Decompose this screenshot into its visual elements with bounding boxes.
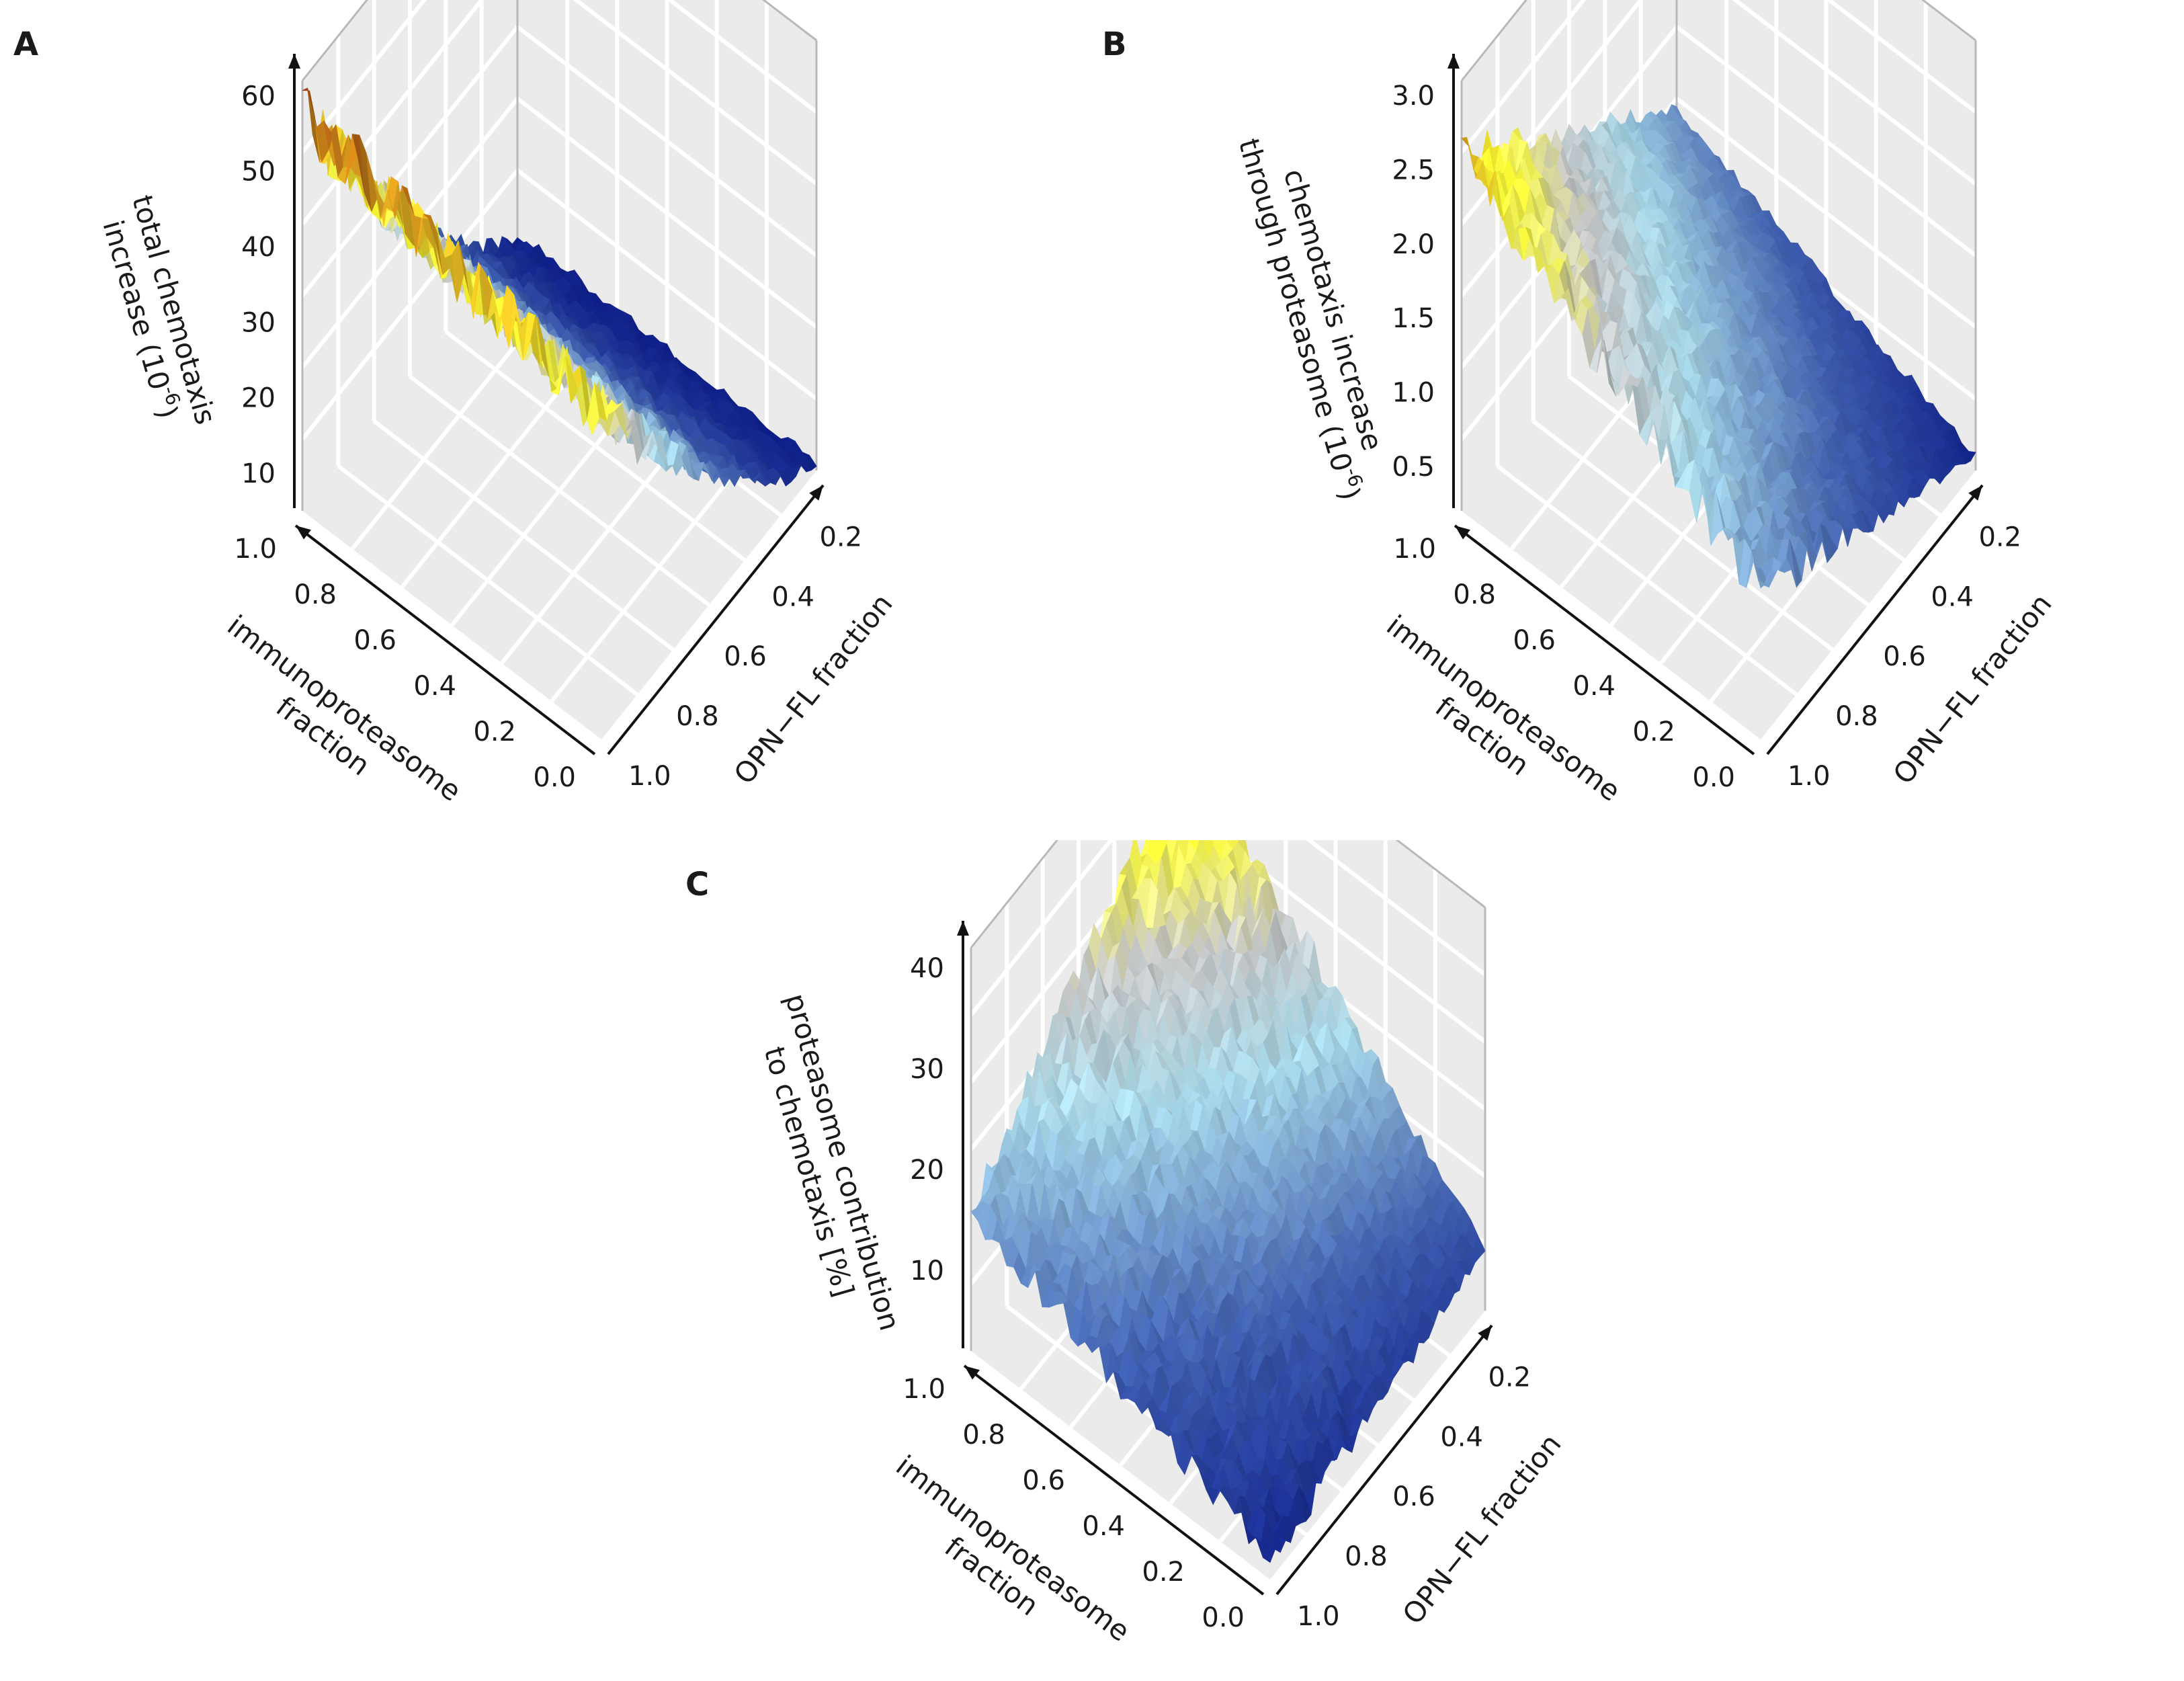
surface-facet	[1753, 561, 1767, 589]
z-tick-label: 50	[241, 157, 276, 188]
gridline	[666, 0, 818, 114]
y-axis-line	[1766, 484, 1984, 755]
z-tick-label: 3.0	[1392, 81, 1435, 112]
x-tick-label: 0.0	[1692, 762, 1735, 793]
x-tick-label: 0.2	[1632, 716, 1675, 747]
gridline	[573, 0, 818, 186]
x-tick-label: 1.0	[234, 534, 277, 565]
y-tick-label: 0.2	[819, 522, 862, 552]
x-tick-label: 0.0	[533, 762, 576, 793]
y-axis-title: OPN−FL fraction	[1886, 587, 2058, 790]
z-tick-label: 30	[241, 307, 276, 338]
z-axis-line-arrowhead	[1447, 54, 1460, 69]
x-axis-title: immunoproteasomefraction	[1359, 609, 1627, 835]
z-tick-label: 1.0	[1392, 377, 1435, 408]
x-tick-label: 1.0	[1393, 534, 1436, 565]
x-axis-line	[294, 524, 596, 755]
x-tick-label: 0.8	[294, 579, 337, 610]
x-tick-label: 0.6	[1513, 625, 1556, 656]
z-axis-title: total chemotaxisincrease (10-6)	[92, 192, 222, 438]
z-tick-label: 2.0	[1392, 229, 1435, 260]
x-axis-title: immunoproteasomefraction	[200, 609, 468, 835]
y-tick-label: 0.4	[771, 581, 814, 612]
x-tick-label: 0.4	[1572, 671, 1615, 702]
x-axis-line-arrowhead	[1455, 526, 1470, 540]
panel-c: 0.0 0.2 0.4 0.6 0.8 1.0 0.2 0.4 0.6 0.8 1.0 10 20 30 4…	[672, 840, 1747, 1681]
y-tick-label: 1.0	[1788, 761, 1831, 792]
gridline	[1825, 0, 1977, 114]
x-tick-label: 0.8	[1453, 579, 1496, 610]
panel-a: 0.0 0.2 0.4 0.6 0.8 1.0 0.2 0.4 0.6 0.8 1.0 10 20 30 4…	[0, 0, 1075, 840]
gridline	[969, 840, 1114, 1016]
pane-edge	[970, 840, 1058, 948]
surface	[970, 840, 1486, 1563]
z-tick-label: 0.5	[1392, 452, 1435, 483]
surface	[302, 87, 817, 487]
y-tick-label: 0.8	[1835, 701, 1878, 732]
y-tick-label: 0.6	[1883, 641, 1926, 672]
y-tick-label: 0.2	[1978, 522, 2021, 552]
plot-panes	[300, 0, 818, 739]
panel-b: 0.0 0.2 0.4 0.6 0.8 1.0 0.2 0.4 0.6 0.8 1.0 0.5 1.0 1…	[1089, 0, 2184, 840]
panel-label: A	[13, 26, 38, 63]
y-axis-title: OPN−FL fraction	[727, 587, 898, 790]
surface-plot-c: 0.00.20.40.60.81.0 0.20.40.60.81.01020304…	[685, 840, 1568, 1648]
pane-edge	[1460, 0, 1527, 81]
z-tick-label: 10	[241, 458, 276, 489]
z-tick-label: 20	[241, 383, 276, 414]
x-tick-label: 0.2	[473, 716, 516, 747]
x-axis-line	[1454, 524, 1755, 755]
z-tick-label: 2.5	[1392, 155, 1435, 186]
y-axis-line-arrowhead	[809, 485, 823, 501]
surface-plot-b: 0.00.20.40.60.81.0 0.20.40.60.81.00.51.01…	[1102, 0, 2058, 835]
y-tick-label: 1.0	[628, 761, 671, 792]
panel-label: B	[1102, 26, 1127, 63]
z-tick-label: 40	[241, 232, 276, 263]
gridline	[300, 0, 427, 154]
gridline	[1306, 840, 1486, 977]
y-tick-label: 0.8	[676, 701, 719, 732]
gridline	[1460, 0, 1587, 154]
y-tick-label: 0.4	[1931, 581, 1974, 612]
surface-facet	[594, 382, 607, 421]
pane-edge	[1921, 0, 1976, 42]
z-tick-label: 1.5	[1392, 303, 1435, 334]
x-tick-label: 0.4	[413, 671, 456, 702]
x-axis-line-arrowhead	[296, 526, 311, 540]
y-tick-label: 0.6	[724, 641, 767, 672]
surface	[1461, 104, 1976, 589]
z-axis-title: chemotaxis increasethrough proteasome (1…	[1232, 125, 1401, 503]
z-axis-line-arrowhead	[288, 54, 300, 69]
x-tick-label: 0.6	[353, 625, 396, 656]
z-tick-label: 60	[241, 81, 276, 112]
pane-edge	[761, 0, 817, 42]
pane-edge	[1395, 840, 1486, 909]
y-axis-line	[607, 484, 825, 755]
surface-plot-a: 0.00.20.40.60.81.0 0.20.40.60.81.01020304…	[13, 0, 899, 835]
pane-edge	[301, 0, 368, 81]
gridline	[1732, 0, 1977, 186]
y-axis-line-arrowhead	[1968, 485, 1982, 501]
